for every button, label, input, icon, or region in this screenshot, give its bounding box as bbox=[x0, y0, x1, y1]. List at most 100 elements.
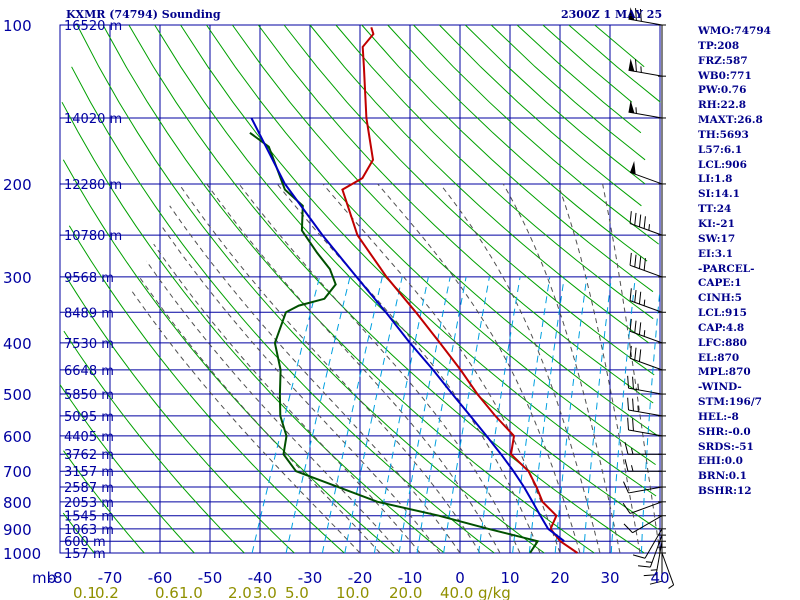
wind-feather bbox=[649, 580, 663, 585]
dry-adiabat-line bbox=[490, 24, 646, 161]
wind-barb-staff bbox=[628, 409, 663, 417]
sounding-indices-panel: WMO:74794 TP:208 FRZ:587 WB0:771 PW:0.76 RH:2… bbox=[698, 24, 798, 499]
wind-barb bbox=[624, 442, 662, 455]
wind-feather bbox=[624, 459, 629, 472]
dry-adiabat-line bbox=[413, 24, 660, 245]
index-line: HEL:-8 bbox=[698, 410, 739, 423]
index-line: WMO:74794 bbox=[698, 25, 771, 37]
mixing-ratio-line bbox=[285, 276, 351, 554]
wind-half-feather bbox=[668, 584, 674, 589]
wind-feather bbox=[622, 502, 631, 514]
mixing-ratio-line bbox=[512, 276, 551, 554]
temperature-tick-label: -40 bbox=[248, 569, 273, 587]
wind-flag bbox=[628, 7, 635, 21]
index-line: LCL:906 bbox=[698, 158, 747, 171]
dry-adiabat-line bbox=[387, 24, 648, 262]
dry-adiabat-line bbox=[102, 24, 595, 554]
wind-feather bbox=[634, 347, 637, 361]
mixing-ratio-label: 0.2 bbox=[95, 584, 119, 600]
height-label: 8489 m bbox=[64, 306, 114, 321]
wind-feather bbox=[639, 8, 642, 22]
mixing-ratio-line bbox=[398, 276, 451, 554]
wind-barb-staff bbox=[644, 528, 663, 559]
moist-adiabat-line bbox=[377, 183, 581, 554]
dry-adiabat-line bbox=[76, 24, 545, 554]
wind-feather bbox=[623, 481, 629, 494]
mixing-ratio-line bbox=[416, 276, 467, 554]
height-label: 1545 m bbox=[64, 510, 114, 525]
wind-barb-staff bbox=[629, 223, 663, 236]
pressure-tick-label: 200 bbox=[3, 176, 32, 194]
index-line: TP:208 bbox=[698, 39, 740, 52]
height-label: 14020 m bbox=[64, 112, 122, 127]
dry-adiabat-line bbox=[65, 276, 295, 554]
wind-barb bbox=[661, 552, 675, 589]
dry-adiabat-line bbox=[71, 66, 495, 554]
height-label: 10780 m bbox=[64, 229, 122, 244]
mixing-ratio-label: 40.0 bbox=[440, 584, 473, 600]
wind-barb bbox=[622, 501, 663, 514]
index-line: -WIND- bbox=[698, 381, 742, 394]
dry-adiabat-line bbox=[62, 512, 95, 554]
height-label: 3762 m bbox=[64, 448, 114, 463]
wind-half-feather bbox=[643, 330, 646, 337]
wind-feather bbox=[643, 216, 646, 229]
index-line: FRZ:587 bbox=[698, 54, 748, 67]
wind-barb bbox=[632, 528, 663, 559]
wind-feather bbox=[638, 322, 642, 335]
dry-adiabat-line bbox=[61, 101, 445, 554]
wind-barb-staff bbox=[628, 429, 663, 437]
height-label: 4405 m bbox=[64, 430, 114, 445]
wind-feather bbox=[623, 523, 633, 534]
moist-adiabat-line bbox=[557, 183, 641, 554]
dry-adiabat-line bbox=[180, 24, 657, 497]
wind-barb bbox=[623, 515, 663, 534]
wind-feather bbox=[638, 349, 642, 362]
wind-barb bbox=[649, 547, 663, 585]
dry-adiabat-line bbox=[63, 450, 145, 554]
wind-feather bbox=[634, 254, 637, 268]
moist-adiabat-line bbox=[169, 205, 461, 554]
wind-barb bbox=[628, 58, 663, 77]
temperature-tick-label: -80 bbox=[48, 569, 73, 587]
pressure-tick-label: 600 bbox=[3, 428, 32, 446]
moist-adiabat-line bbox=[145, 260, 401, 554]
wind-feather bbox=[627, 375, 630, 389]
mixing-ratio-label: 0.6 bbox=[155, 584, 179, 600]
index-line: LI:1.8 bbox=[698, 173, 733, 186]
index-line: -PARCEL- bbox=[698, 262, 755, 275]
wind-feather bbox=[638, 214, 642, 227]
wind-barb bbox=[638, 534, 663, 568]
dry-adiabat-line bbox=[231, 24, 659, 437]
parcel-line bbox=[250, 117, 565, 542]
sounding-series bbox=[249, 27, 579, 554]
wind-barb bbox=[627, 397, 663, 417]
dry-adiabat-line bbox=[68, 225, 345, 554]
index-line: L57:6.1 bbox=[698, 143, 743, 156]
height-label: 1063 m bbox=[64, 523, 114, 538]
pressure-tick-label: 400 bbox=[3, 335, 32, 353]
temperature-tick-label: -30 bbox=[298, 569, 323, 587]
wind-barb-staff bbox=[629, 357, 663, 371]
wind-feather bbox=[638, 291, 642, 305]
mixing-ratio-line bbox=[583, 276, 612, 554]
temperature-tick-label: 0 bbox=[455, 569, 465, 587]
height-label: 600 m bbox=[64, 535, 106, 550]
temperature-tick-label: -60 bbox=[148, 569, 173, 587]
chart-datetime: 2300Z 1 MAY 25 bbox=[561, 8, 663, 21]
mixing-ratio-line bbox=[344, 276, 403, 554]
wind-feather bbox=[624, 442, 629, 455]
moist-adiabats bbox=[131, 183, 661, 554]
wind-barb bbox=[629, 288, 663, 313]
mixing-ratio-label: 2.0 bbox=[228, 584, 252, 600]
mixing-ratio-label: 1.0 bbox=[179, 584, 203, 600]
wind-barb-staff bbox=[649, 534, 663, 568]
dry-adiabat-line bbox=[59, 384, 195, 554]
wind-barb-staff bbox=[629, 330, 663, 344]
temperature-tick-label: 40 bbox=[650, 569, 669, 587]
mixing-ratio-label: 5.0 bbox=[285, 584, 309, 600]
wind-feather bbox=[634, 212, 637, 226]
height-label: 5095 m bbox=[64, 410, 114, 425]
wind-feather bbox=[629, 288, 632, 301]
